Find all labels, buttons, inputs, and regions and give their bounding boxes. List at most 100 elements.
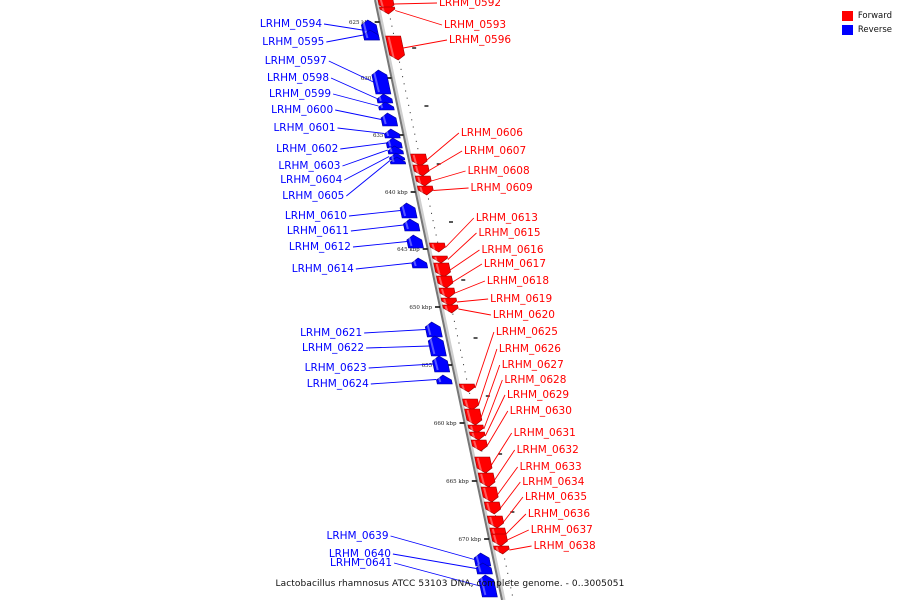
gene-label[interactable]: LRHM_0635 xyxy=(525,491,587,503)
gene-label[interactable]: LRHM_0608 xyxy=(468,165,530,177)
gene-feature[interactable] xyxy=(410,153,428,167)
gene-feature[interactable] xyxy=(378,101,395,111)
gene-arrow[interactable] xyxy=(467,424,484,434)
gene-feature[interactable] xyxy=(493,545,510,555)
gene-feature[interactable] xyxy=(436,374,453,385)
gene-feature[interactable] xyxy=(424,321,443,338)
gene-arrow[interactable] xyxy=(431,255,448,264)
gene-arrow[interactable] xyxy=(389,156,407,165)
gene-arrow[interactable] xyxy=(475,562,493,575)
gene-feature[interactable] xyxy=(486,515,505,529)
gene-arrow[interactable] xyxy=(363,29,380,41)
gene-feature[interactable] xyxy=(385,35,405,61)
gene-feature[interactable] xyxy=(379,6,396,15)
gene-feature[interactable] xyxy=(480,486,499,503)
gene-label[interactable]: LRHM_0641 xyxy=(330,557,392,569)
gene-arrow[interactable] xyxy=(403,218,421,232)
gene-arrow[interactable] xyxy=(378,101,395,111)
gene-feature[interactable] xyxy=(458,383,476,393)
gene-label[interactable]: LRHM_0602 xyxy=(276,143,338,155)
gene-feature[interactable] xyxy=(433,262,451,278)
gene-label[interactable]: LRHM_0609 xyxy=(471,182,533,194)
gene-feature[interactable] xyxy=(416,185,434,196)
gene-arrow[interactable] xyxy=(379,6,396,15)
gene-feature[interactable] xyxy=(469,431,486,441)
gene-arrow[interactable] xyxy=(410,153,428,167)
gene-arrow[interactable] xyxy=(486,515,505,529)
gene-label[interactable]: LRHM_0605 xyxy=(282,190,344,202)
gene-label[interactable]: LRHM_0595 xyxy=(262,36,324,48)
gene-arrow[interactable] xyxy=(483,501,502,515)
gene-label[interactable]: LRHM_0638 xyxy=(534,540,596,552)
gene-arrow[interactable] xyxy=(385,35,405,61)
gene-arrow[interactable] xyxy=(416,185,434,196)
gene-label[interactable]: LRHM_0592 xyxy=(439,0,501,9)
gene-label[interactable]: LRHM_0625 xyxy=(496,326,558,338)
gene-arrow[interactable] xyxy=(433,262,451,278)
gene-label[interactable]: LRHM_0599 xyxy=(269,88,331,100)
gene-arrow[interactable] xyxy=(436,374,453,385)
gene-arrow[interactable] xyxy=(440,297,458,307)
gene-label[interactable]: LRHM_0594 xyxy=(260,18,322,30)
gene-label[interactable]: LRHM_0607 xyxy=(464,145,526,157)
gene-feature[interactable] xyxy=(427,335,447,357)
gene-arrow[interactable] xyxy=(411,257,429,269)
gene-arrow[interactable] xyxy=(474,456,493,474)
gene-label[interactable]: LRHM_0623 xyxy=(305,362,367,374)
gene-label[interactable]: LRHM_0627 xyxy=(502,359,564,371)
gene-feature[interactable] xyxy=(467,424,484,434)
gene-label[interactable]: LRHM_0636 xyxy=(528,508,590,520)
gene-arrow[interactable] xyxy=(429,242,446,253)
gene-label[interactable]: LRHM_0606 xyxy=(461,127,523,139)
gene-arrow[interactable] xyxy=(480,486,499,503)
gene-arrow[interactable] xyxy=(490,533,508,547)
gene-arrow[interactable] xyxy=(462,398,480,411)
gene-label[interactable]: LRHM_0593 xyxy=(444,19,506,31)
gene-feature[interactable] xyxy=(376,93,394,104)
gene-label[interactable]: LRHM_0618 xyxy=(487,275,549,287)
gene-label[interactable]: LRHM_0621 xyxy=(300,327,362,339)
gene-feature[interactable] xyxy=(478,574,498,598)
gene-feature[interactable] xyxy=(380,112,399,127)
gene-feature[interactable] xyxy=(475,562,493,575)
gene-label[interactable]: LRHM_0612 xyxy=(289,241,351,253)
gene-arrow[interactable] xyxy=(380,112,399,127)
gene-feature[interactable] xyxy=(432,355,451,373)
gene-label[interactable]: LRHM_0617 xyxy=(484,258,546,270)
gene-label[interactable]: LRHM_0630 xyxy=(510,405,572,417)
gene-feature[interactable] xyxy=(429,242,446,253)
gene-label[interactable]: LRHM_0637 xyxy=(531,524,593,536)
gene-label[interactable]: LRHM_0598 xyxy=(267,72,329,84)
gene-label[interactable]: LRHM_0611 xyxy=(287,225,349,237)
gene-feature[interactable] xyxy=(399,202,418,219)
gene-label[interactable]: LRHM_0620 xyxy=(493,309,555,321)
gene-label[interactable]: LRHM_0597 xyxy=(265,55,327,67)
gene-label[interactable]: LRHM_0619 xyxy=(490,293,552,305)
gene-arrow[interactable] xyxy=(432,355,451,373)
gene-feature[interactable] xyxy=(414,175,432,187)
gene-label[interactable]: LRHM_0629 xyxy=(507,389,569,401)
gene-label[interactable]: LRHM_0639 xyxy=(326,530,388,542)
gene-arrow[interactable] xyxy=(477,472,496,488)
gene-label[interactable]: LRHM_0622 xyxy=(302,342,364,354)
gene-arrow[interactable] xyxy=(469,431,486,441)
gene-arrow[interactable] xyxy=(464,408,483,426)
gene-feature[interactable] xyxy=(440,297,458,307)
gene-label[interactable]: LRHM_0601 xyxy=(273,122,335,134)
gene-feature[interactable] xyxy=(464,408,483,426)
gene-arrow[interactable] xyxy=(412,164,430,177)
gene-arrow[interactable] xyxy=(478,574,498,598)
gene-label[interactable]: LRHM_0631 xyxy=(514,427,576,439)
gene-feature[interactable] xyxy=(442,304,459,314)
gene-feature[interactable] xyxy=(411,257,429,269)
gene-feature[interactable] xyxy=(483,501,502,515)
gene-arrow[interactable] xyxy=(442,304,459,314)
gene-feature[interactable] xyxy=(371,69,392,95)
gene-arrow[interactable] xyxy=(458,383,476,393)
gene-label[interactable]: LRHM_0613 xyxy=(476,212,538,224)
gene-feature[interactable] xyxy=(438,287,456,299)
gene-feature[interactable] xyxy=(384,128,401,139)
gene-feature[interactable] xyxy=(363,29,380,41)
gene-label[interactable]: LRHM_0615 xyxy=(478,227,540,239)
gene-feature[interactable] xyxy=(389,156,407,165)
